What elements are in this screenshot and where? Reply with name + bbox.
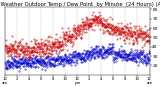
Title: Milwaukee Weather Outdoor Temp / Dew Point  by Minute  (24 Hours) (Alternate): Milwaukee Weather Outdoor Temp / Dew Poi… [0,2,160,7]
